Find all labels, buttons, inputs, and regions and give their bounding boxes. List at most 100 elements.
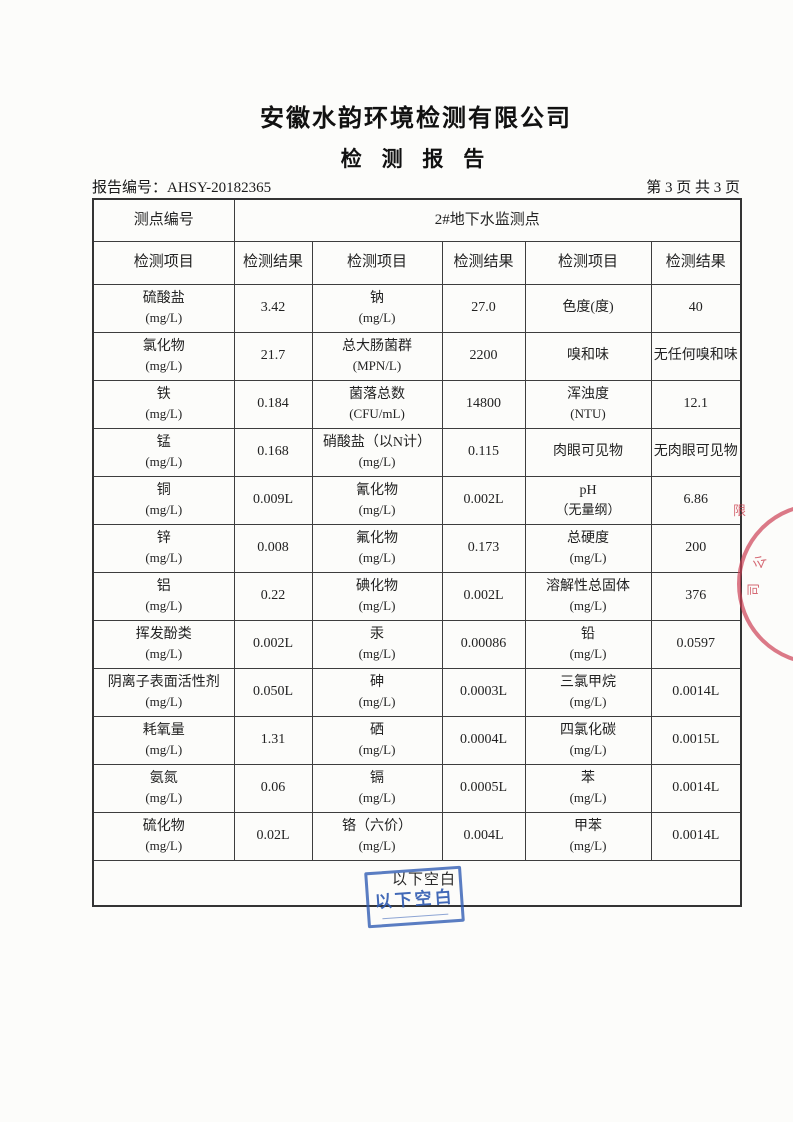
column-header-cell: 检测项目 [524,240,652,285]
test-item-cell: 溶解性总固体 (mg/L) [524,571,652,621]
test-item-unit: (mg/L) [145,549,183,565]
test-item-unit: (mg/L) [569,693,607,709]
seal-char: 司 [746,582,762,597]
test-item-name: 三氯甲烷 [560,674,616,690]
test-item-name: 碘化物 [356,578,398,594]
test-result-cell: 21.7 [233,331,313,381]
test-result-cell: 14800 [441,379,526,429]
test-item-unit: (mg/L) [358,693,396,709]
test-item-name: 氯化物 [142,338,185,354]
test-item-unit: (mg/L) [358,549,396,565]
test-item-name: 铬（六价） [342,818,412,834]
test-item-cell: 镉 (mg/L) [311,763,443,813]
page-indicator: 第 3 页 共 3 页 [646,180,740,196]
test-item-cell: 肉眼可见物 [524,427,652,477]
test-item-cell: 铬（六价） (mg/L) [311,811,443,861]
test-result-cell: 0.0014L [650,763,742,813]
test-item-cell: 硫酸盐 (mg/L) [92,283,235,333]
test-item-name: 铜 [156,482,171,498]
test-item-unit: (mg/L) [145,309,183,325]
test-item-name: 苯 [581,770,595,786]
test-result-cell: 200 [650,523,742,573]
test-item-name: 氰化物 [356,482,398,498]
test-item-unit: (mg/L) [145,501,183,517]
test-item-cell: 钠 (mg/L) [311,283,443,333]
test-item-cell: 菌落总数 (CFU/mL) [311,379,443,429]
point-value-cell: 2#地下水监测点 [233,198,742,242]
test-item-unit: (mg/L) [358,501,396,517]
test-result-cell: 6.86 [650,475,742,525]
test-item-name: 硫化物 [142,818,185,834]
test-item-cell: 砷 (mg/L) [311,667,443,717]
test-item-name: 硫酸盐 [142,290,185,306]
company-title: 安徽水韵环境检测有限公司 [260,105,572,132]
test-item-name: 浑浊度 [567,386,609,402]
test-result-cell: 0.008 [233,523,313,573]
table-row: 铝 (mg/L) 0.22 碘化物 (mg/L) 0.002L 溶解性总固体 (mg/L) 37… [92,571,742,621]
test-item-name: pH [579,482,597,498]
point-label-cell: 测点编号 [92,198,235,242]
test-item-cell: 甲苯 (mg/L) [524,811,652,861]
test-result-cell: 376 [650,571,742,621]
test-result-cell: 0.173 [441,523,526,573]
test-result-cell: 0.0005L [441,763,526,813]
test-item-name: 挥发酚类 [135,626,192,642]
test-item-name: 铅 [581,626,595,642]
table-row: 硫化物 (mg/L) 0.02L 铬（六价） (mg/L) 0.004L 甲苯 (mg/L) 0… [92,811,742,861]
below-blank-stamp: 以下空白 [364,865,465,929]
test-item-name: 硒 [370,722,384,738]
test-item-cell: 浑浊度 (NTU) [524,379,652,429]
test-result-cell: 0.168 [233,427,313,477]
test-item-unit: (MPN/L) [352,357,402,373]
test-result-cell: 0.0004L [441,715,526,765]
test-item-cell: 四氯化碳 (mg/L) [524,715,652,765]
test-result-cell: 0.009L [233,475,313,525]
test-item-name: 铁 [156,386,171,402]
table-row: 硫酸盐 (mg/L) 3.42 钠 (mg/L) 27.0 色度(度) 40 [92,283,742,333]
test-result-cell: 0.06 [233,763,313,813]
test-item-cell: 氯化物 (mg/L) [92,331,235,381]
test-item-cell: 锰 (mg/L) [92,427,235,477]
test-item-cell: 硫化物 (mg/L) [92,811,235,861]
test-item-unit: (mg/L) [145,837,183,853]
test-item-unit: (mg/L) [569,789,607,805]
test-item-name: 总硬度 [567,530,609,546]
test-item-unit: (mg/L) [358,597,396,613]
test-item-name: 嗅和味 [567,348,609,364]
test-item-name: 色度(度) [562,300,614,316]
test-item-name: 汞 [370,626,384,642]
monitoring-point-row: 测点编号 2#地下水监测点 [92,198,742,242]
test-item-unit: (mg/L) [145,597,183,613]
test-item-unit: (mg/L) [569,837,607,853]
test-result-cell: 0.22 [233,571,313,621]
below-blank-stamp-text: 以下空白 [374,886,456,912]
test-item-unit: (NTU) [570,405,606,421]
test-item-cell: 总硬度 (mg/L) [524,523,652,573]
test-item-unit: (mg/L) [358,645,396,661]
test-item-unit: (mg/L) [145,741,183,757]
test-item-unit: (mg/L) [358,453,396,469]
test-result-cell: 0.002L [441,571,526,621]
meta-row: 报告编号：AHSY-20182365 第 3 页 共 3 页 [92,176,740,197]
test-item-cell: 阴离子表面活性剂 (mg/L) [92,667,235,717]
column-header-cell: 检测结果 [441,240,526,285]
test-result-cell: 1.31 [233,715,313,765]
test-item-name: 耗氧量 [142,722,185,738]
test-item-unit: （无量纲） [555,501,621,517]
column-header-row: 检测项目 检测结果 检测项目 检测结果 检测项目 检测结果 [92,240,742,285]
test-result-cell: 0.0014L [650,667,742,717]
test-result-cell: 0.002L [441,475,526,525]
table-row: 锌 (mg/L) 0.008 氟化物 (mg/L) 0.173 总硬度 (mg/L) 200 [92,523,742,573]
test-result-cell: 27.0 [441,283,526,333]
table-row: 铜 (mg/L) 0.009L 氰化物 (mg/L) 0.002L pH （无量纲） 6.86 [92,475,742,525]
test-result-cell: 40 [650,283,742,333]
test-item-unit: (mg/L) [145,693,183,709]
test-result-cell: 0.050L [233,667,313,717]
test-item-name: 溶解性总固体 [546,578,630,594]
test-result-cell: 0.0015L [650,715,742,765]
test-item-cell: 嗅和味 [524,331,652,381]
blank-footer-row: 以下空白 [92,859,742,907]
below-blank-text: 以下空白 [392,871,457,888]
test-item-name: 总大肠菌群 [342,338,412,354]
test-item-cell: 锌 (mg/L) [92,523,235,573]
